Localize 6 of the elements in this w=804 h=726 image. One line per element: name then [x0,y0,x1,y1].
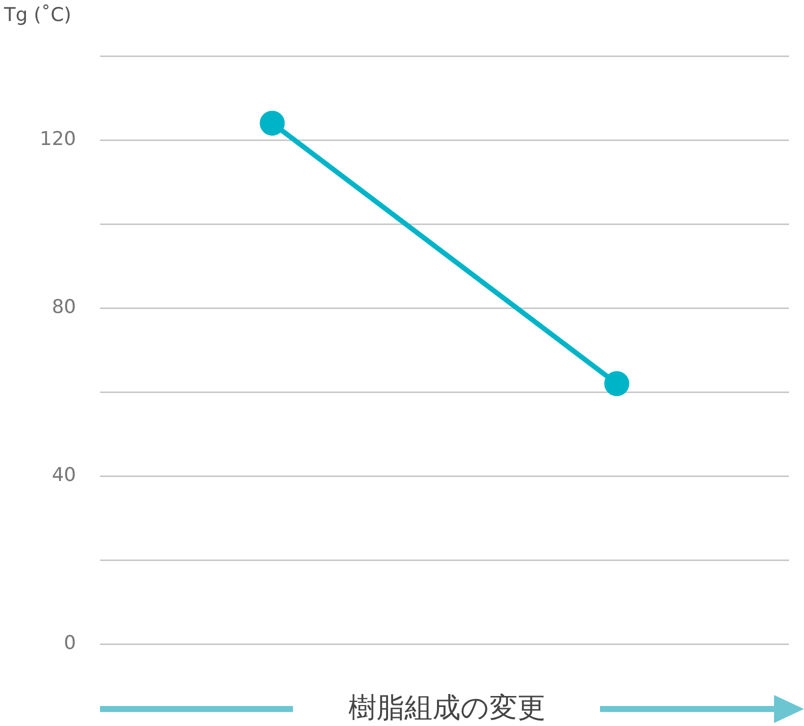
y-tick-label: 0 [64,632,76,654]
y-axis-title: Tg (˚C) [4,4,72,26]
y-tick-label: 120 [40,128,76,150]
x-axis-title: 樹脂組成の変更 [348,690,546,726]
y-tick-label: 80 [52,296,76,318]
y-tick-label: 40 [52,464,76,486]
